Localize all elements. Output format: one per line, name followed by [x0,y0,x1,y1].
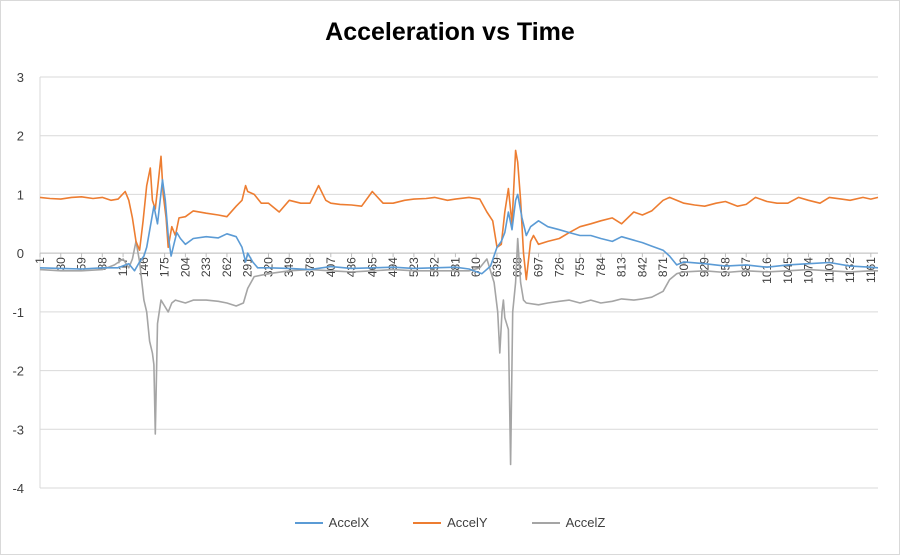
chart-title: Acceleration vs Time [325,18,575,46]
x-tick-label: 436 [345,257,359,277]
legend-label: AccelY [447,515,488,530]
x-tick-label: 1016 [760,257,774,284]
y-tick-label: 3 [17,70,24,85]
x-tick-label: 697 [532,257,546,277]
y-tick-label: 0 [17,246,24,261]
y-tick-label: -4 [12,481,24,496]
series-line-accelz [39,237,878,466]
x-tick-label: 204 [178,257,192,277]
legend-swatch [413,521,442,524]
x-tick-label: 813 [615,257,629,277]
legend-item-accely: AccelY [413,515,488,530]
x-tick-label: 262 [220,257,234,277]
x-tick-label: 755 [573,257,587,277]
chart-legend: AccelX AccelY AccelZ [0,515,900,530]
x-tick-label: 291 [241,257,255,277]
y-tick-label: -2 [12,364,24,379]
legend-swatch [531,521,560,524]
x-tick-label: 233 [199,257,213,277]
x-tick-label: 1132 [843,257,857,283]
x-tick-label: 523 [407,257,421,277]
x-tick-label: 668 [511,257,525,277]
x-tick-label: 1 [33,257,47,264]
x-tick-label: 871 [656,257,670,277]
legend-item-accelz: AccelZ [531,515,606,530]
y-tick-label: 1 [17,187,24,202]
y-tick-label: -3 [12,422,24,437]
series-line-accelx [39,179,879,275]
x-tick-label: 1161 [864,257,878,283]
x-tick-label: 726 [552,257,566,277]
x-tick-label: 639 [490,257,504,277]
legend-label: AccelZ [565,515,606,530]
x-tick-label: 59 [75,257,89,271]
legend-swatch [294,521,323,524]
x-tick-label: 958 [718,257,732,277]
x-tick-label: 929 [698,257,712,277]
legend-item-accelx: AccelX [294,515,370,530]
x-tick-label: 987 [739,257,753,277]
x-tick-label: 175 [158,257,172,277]
legend-label: AccelX [328,515,370,530]
y-tick-label: -1 [12,305,24,320]
x-tick-label: 784 [594,257,608,277]
x-tick-label: 349 [282,257,296,277]
x-tick-label: 842 [635,257,649,277]
x-tick-label: 378 [303,257,317,277]
x-tick-label: 900 [677,257,691,277]
y-tick-label: 2 [17,129,24,144]
x-tick-label: 30 [54,257,68,271]
